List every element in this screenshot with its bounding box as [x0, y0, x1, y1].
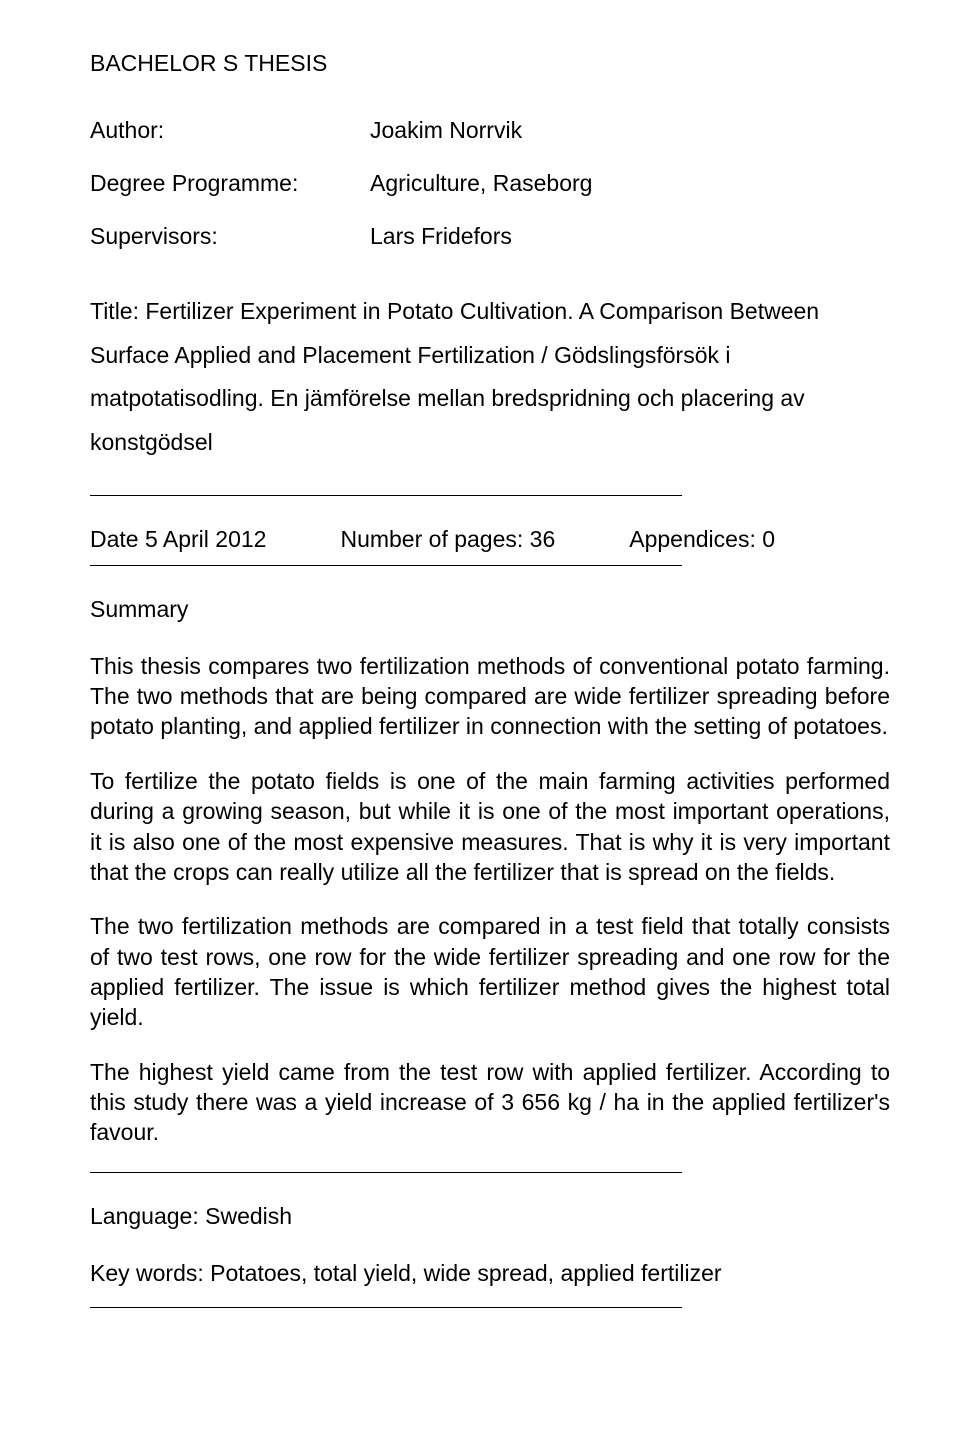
- divider: [90, 565, 682, 566]
- appendices-value: Appendices: 0: [629, 526, 775, 553]
- programme-label: Degree Programme:: [90, 170, 370, 197]
- keywords: Key words: Potatoes, total yield, wide s…: [90, 1260, 890, 1287]
- programme-row: Degree Programme: Agriculture, Raseborg: [90, 170, 890, 197]
- author-label: Author:: [90, 117, 370, 144]
- summary-heading: Summary: [90, 596, 890, 623]
- summary-paragraph: The highest yield came from the test row…: [90, 1057, 890, 1148]
- divider: [90, 1307, 682, 1308]
- language-label: Language: Swedish: [90, 1203, 890, 1230]
- pages-value: Number of pages: 36: [340, 526, 555, 553]
- author-row: Author: Joakim Norrvik: [90, 117, 890, 144]
- thesis-type-heading: BACHELOR S THESIS: [90, 50, 890, 77]
- supervisors-label: Supervisors:: [90, 223, 370, 250]
- summary-paragraph: This thesis compares two fertilization m…: [90, 651, 890, 742]
- thesis-title: Title: Fertilizer Experiment in Potato C…: [90, 290, 890, 465]
- programme-value: Agriculture, Raseborg: [370, 170, 890, 197]
- supervisors-value: Lars Fridefors: [370, 223, 890, 250]
- divider: [90, 495, 682, 496]
- divider: [90, 1172, 682, 1173]
- stats-row: Date 5 April 2012 Number of pages: 36 Ap…: [90, 526, 890, 553]
- author-value: Joakim Norrvik: [370, 117, 890, 144]
- summary-paragraph: The two fertilization methods are compar…: [90, 911, 890, 1032]
- supervisors-row: Supervisors: Lars Fridefors: [90, 223, 890, 250]
- summary-paragraph: To fertilize the potato fields is one of…: [90, 766, 890, 887]
- date-value: Date 5 April 2012: [90, 526, 266, 553]
